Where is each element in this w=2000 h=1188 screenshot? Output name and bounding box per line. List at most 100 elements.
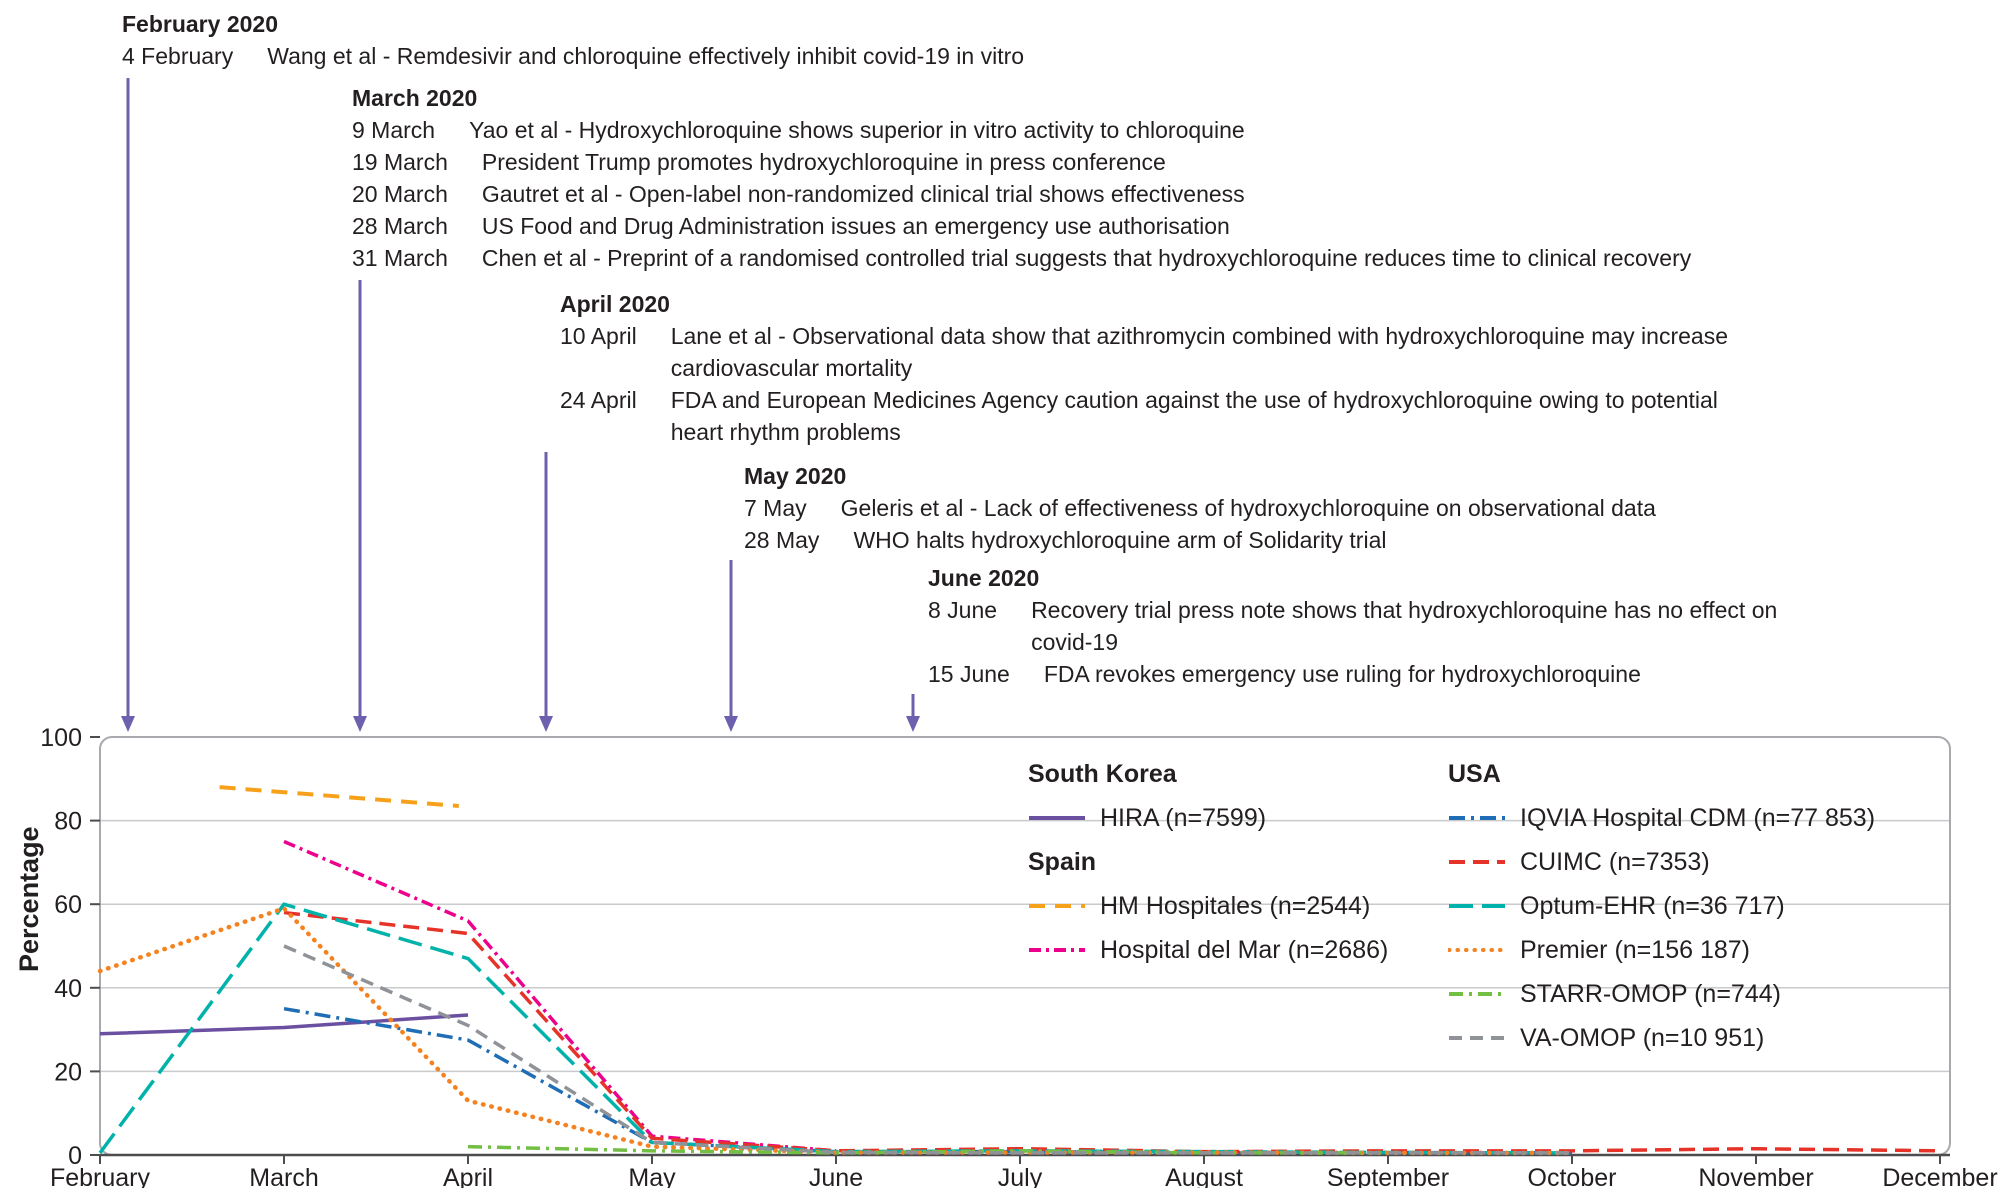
x-tick-label: July: [998, 1164, 1043, 1188]
annotation-month-header: February 2020: [122, 11, 278, 37]
annotation-date: 19 March: [352, 149, 448, 175]
legend-line-sample: [1449, 992, 1505, 996]
series-line-hm-hospitales: [219, 785, 459, 808]
legend-entry-cuimc: CUIMC (n=7353): [1448, 840, 1875, 884]
annotation-date: 7 May: [744, 495, 807, 521]
legend-entry-va-omop: VA-OMOP (n=10 951): [1448, 1016, 1875, 1060]
annotation-block-may-2020: May 2020 7 May Geleris et al - Lack of eff…: [744, 460, 1844, 556]
y-tick-label: 100: [40, 724, 82, 752]
legend-label: Premier (n=156 187): [1520, 935, 1750, 964]
legend-entry-hospital-del-mar: Hospital del Mar (n=2686): [1028, 928, 1388, 972]
series-line-va-omop: [283, 944, 1572, 1155]
event-arrow-head: [121, 716, 135, 732]
legend-label: Optum-EHR (n=36 717): [1520, 891, 1785, 920]
legend-label: STARR-OMOP (n=744): [1520, 979, 1781, 1008]
x-tick-label: June: [809, 1164, 863, 1188]
legend-line-sample: [1029, 816, 1085, 820]
annotation-block-february-2020: February 2020 4 February Wang et al - Remd…: [122, 8, 1522, 72]
annotation-item: 28 May WHO halts hydroxychloroquine arm o…: [744, 524, 1844, 556]
annotation-item: 4 February Wang et al - Remdesivir and ch…: [122, 40, 1522, 72]
annotation-date: 28 May: [744, 527, 820, 553]
annotation-item: 28 March US Food and Drug Administration …: [352, 210, 1992, 242]
x-tick-label: November: [1698, 1164, 1813, 1188]
annotation-block-april-2020: April 2020 10 April Lane et al - Observati…: [560, 288, 1750, 448]
legend-line-sample: [1448, 948, 1506, 952]
axes: 0 20 40 60 80 100 February March April May June Jul…: [40, 724, 1997, 1188]
annotation-date: 24 April: [560, 387, 637, 413]
legend-group-usa: USA: [1448, 759, 1501, 788]
annotation-block-june-2020: June 2020 8 June Recovery trial press note…: [928, 562, 1828, 690]
annotation-text: WHO halts hydroxychloroquine arm of Soli…: [853, 527, 1387, 553]
x-tick-label: February: [50, 1164, 151, 1188]
annotation-text: US Food and Drug Administration issues a…: [481, 213, 1230, 239]
x-tick-label: March: [249, 1164, 318, 1188]
annotation-date: 15 June: [928, 661, 1010, 687]
annotation-text: President Trump promotes hydroxychloroqu…: [481, 149, 1166, 175]
legend-label: IQVIA Hospital CDM (n=77 853): [1520, 803, 1876, 832]
legend-label: Hospital del Mar (n=2686): [1100, 935, 1389, 964]
annotation-item: 19 March President Trump promotes hydroxy…: [352, 146, 1992, 178]
y-tick-label: 0: [68, 1142, 82, 1170]
annotation-text: Geleris et al - Lack of effectiveness of…: [840, 495, 1656, 521]
x-tick-label: October: [1528, 1164, 1617, 1188]
legend-label: HIRA (n=7599): [1100, 803, 1267, 832]
annotation-text: Gautret et al - Open-label non-randomize…: [481, 181, 1245, 207]
legend-label: HM Hospitales (n=2544): [1100, 891, 1371, 920]
annotation-item: 24 April FDA and European Medicines Agenc…: [560, 384, 1750, 448]
x-tick-label: May: [628, 1164, 676, 1188]
annotation-item: 10 April Lane et al - Observational data …: [560, 320, 1750, 384]
annotation-text: Lane et al - Observational data show tha…: [670, 323, 1728, 381]
legend-line-sample: [1029, 948, 1085, 952]
annotation-text: Wang et al - Remdesivir and chloroquine …: [267, 43, 1025, 69]
y-tick-label: 60: [54, 891, 82, 919]
legend-label: VA-OMOP (n=10 951): [1520, 1023, 1765, 1052]
event-arrows: [121, 78, 920, 732]
legend-entry-starr-omop: STARR-OMOP (n=744): [1448, 972, 1875, 1016]
annotation-date: 9 March: [352, 117, 436, 143]
annotation-date: 8 June: [928, 597, 998, 623]
event-arrow-head: [724, 716, 738, 732]
annotation-date: 28 March: [352, 213, 448, 239]
annotation-text: FDA and European Medicines Agency cautio…: [670, 387, 1718, 445]
legend-line-sample: [1449, 816, 1505, 820]
annotation-item: 20 March Gautret et al - Open-label non-r…: [352, 178, 1992, 210]
legend-line-sample: [1449, 904, 1505, 908]
annotation-text: Chen et al - Preprint of a randomised co…: [481, 245, 1692, 271]
annotation-month-header: June 2020: [928, 565, 1040, 591]
annotation-item: 7 May Geleris et al - Lack of effectivene…: [744, 492, 1844, 524]
x-tick-label: April: [443, 1164, 493, 1188]
legend-entry-hm-hospitales: HM Hospitales (n=2544): [1028, 884, 1388, 928]
legend-column: USA IQVIA Hospital CDM (n=77 853) CUIMC (n…: [1448, 752, 1875, 1060]
y-tick-label: 40: [54, 975, 82, 1003]
legend-line-sample: [1029, 904, 1085, 908]
event-arrow-head: [353, 716, 367, 732]
legend-column: South Korea HIRA (n=7599) Spain HM Hospital…: [1028, 752, 1388, 972]
annotation-item: 31 March Chen et al - Preprint of a rando…: [352, 242, 1992, 274]
annotation-text: FDA revokes emergency use ruling for hyd…: [1043, 661, 1641, 687]
event-arrow-head: [539, 716, 553, 732]
annotation-date: 31 March: [352, 245, 448, 271]
legend-entry-hira: HIRA (n=7599): [1028, 796, 1388, 840]
annotation-date: 4 February: [122, 43, 234, 69]
annotation-text: Recovery trial press note shows that hyd…: [1031, 597, 1778, 655]
annotation-item: 9 March Yao et al - Hydroxychloroquine sh…: [352, 114, 1992, 146]
x-tick-label: December: [1882, 1164, 1997, 1188]
series-lines: [97, 785, 1941, 1156]
annotation-month-header: May 2020: [744, 463, 847, 489]
legend-line-sample: [1449, 1036, 1505, 1040]
annotation-date: 20 March: [352, 181, 448, 207]
annotation-item: 8 June Recovery trial press note shows th…: [928, 594, 1828, 658]
annotation-text: Yao et al - Hydroxychloroquine shows sup…: [469, 117, 1245, 143]
x-tick-label: September: [1327, 1164, 1449, 1188]
legend-label: CUIMC (n=7353): [1520, 847, 1710, 876]
annotation-date: 10 April: [560, 323, 637, 349]
y-tick-label: 20: [54, 1058, 82, 1086]
annotation-block-march-2020: March 2020 9 March Yao et al - Hydroxychlo…: [352, 82, 1992, 274]
legend-entry-optum-ehr: Optum-EHR (n=36 717): [1448, 884, 1875, 928]
legend-group-spain: Spain: [1028, 847, 1097, 876]
series-line-starr-omop: [467, 1144, 1388, 1155]
